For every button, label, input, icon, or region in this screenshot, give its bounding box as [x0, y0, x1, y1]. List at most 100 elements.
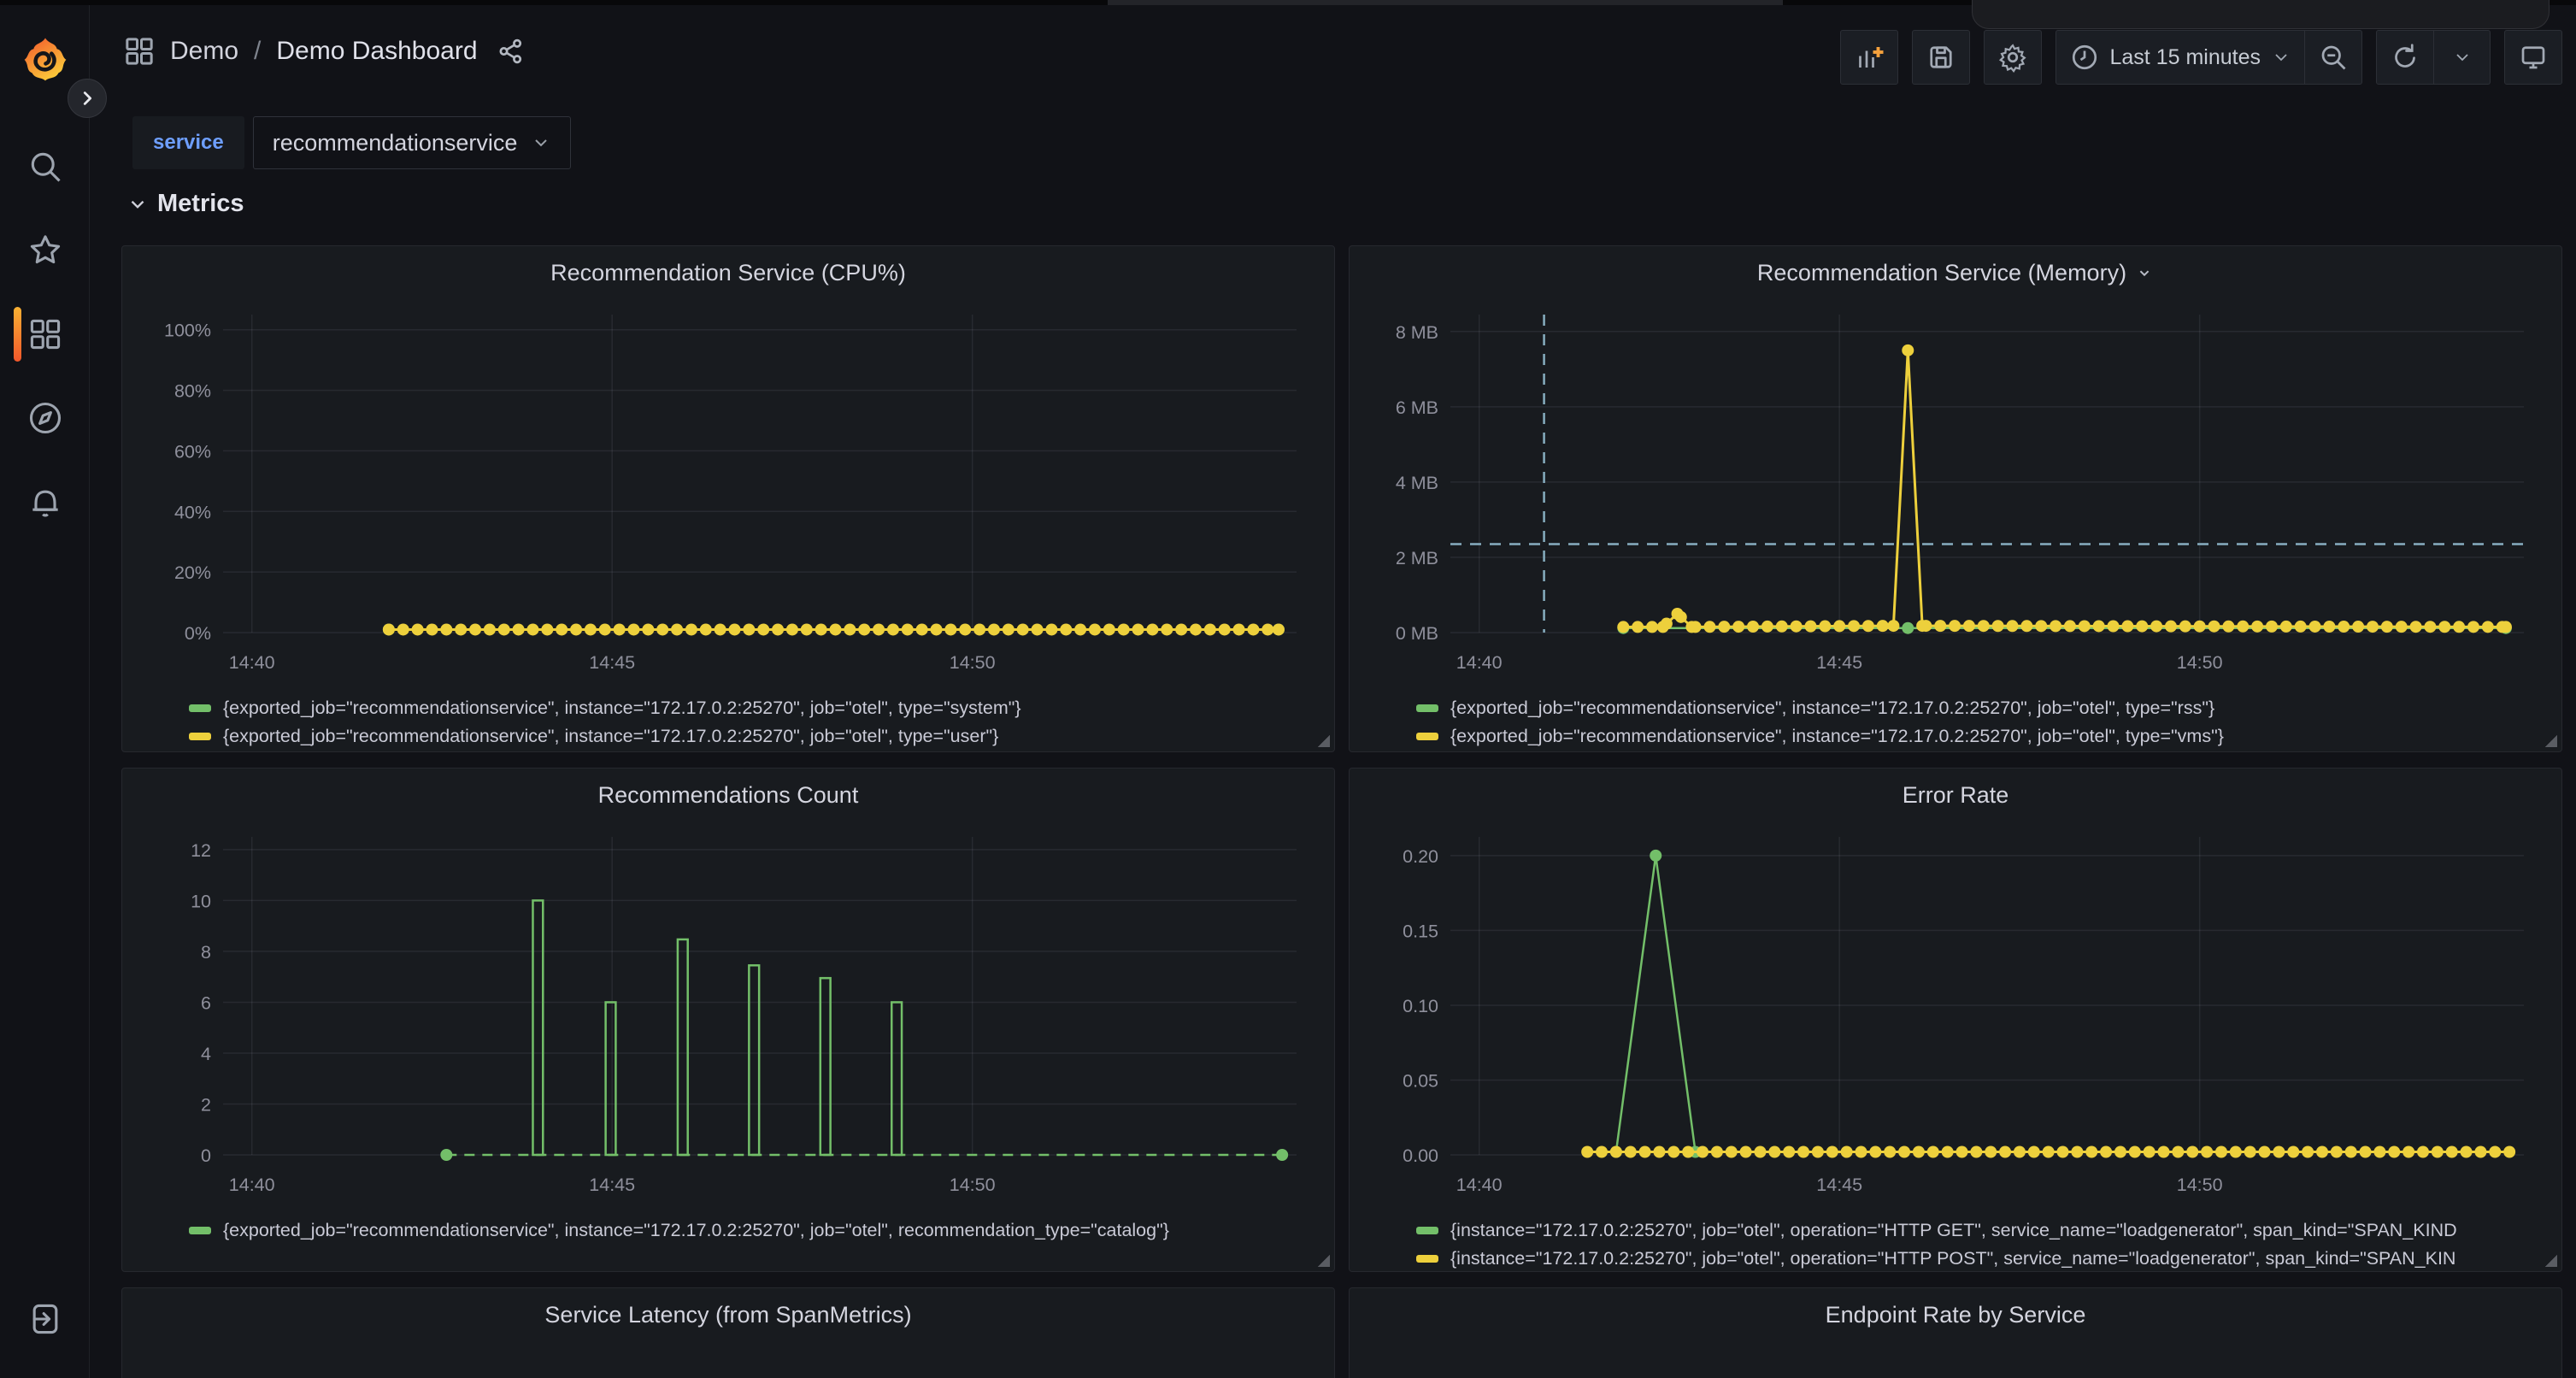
time-range-picker[interactable]: Last 15 minutes [2056, 30, 2306, 85]
svg-text:6: 6 [201, 992, 211, 1013]
svg-text:8 MB: 8 MB [1396, 322, 1438, 343]
svg-text:40%: 40% [174, 502, 211, 522]
svg-text:60%: 60% [174, 441, 211, 462]
panel-title[interactable]: Recommendations Count [122, 768, 1334, 822]
alerting-bell-icon [26, 483, 64, 521]
row-header-metrics[interactable]: Metrics [126, 190, 244, 218]
legend-item[interactable]: {exported_job="recommendationservice", i… [1416, 722, 2548, 751]
svg-text:14:50: 14:50 [950, 652, 996, 673]
dashboards-icon [26, 315, 64, 353]
legend-swatch [189, 1227, 211, 1234]
panel-resize-handle[interactable] [1317, 734, 1330, 747]
svg-text:14:40: 14:40 [1456, 652, 1503, 673]
sidebar-item-search[interactable] [0, 125, 90, 209]
panel-title[interactable]: Endpoint Rate by Service [1350, 1288, 2561, 1341]
legend-item[interactable]: {exported_job="recommendationservice", i… [189, 1216, 1320, 1245]
sidebar-item-alerting[interactable] [0, 460, 90, 544]
save-icon [1926, 42, 1956, 73]
chevron-down-icon [2271, 47, 2291, 68]
legend-swatch [189, 704, 211, 712]
svg-text:20%: 20% [174, 562, 211, 583]
variable-value-dropdown[interactable]: recommendationservice [253, 116, 572, 169]
svg-text:2 MB: 2 MB [1396, 548, 1438, 568]
legend-item[interactable]: {instance="172.17.0.2:25270", job="otel"… [1416, 1245, 2548, 1273]
time-range-label: Last 15 minutes [2110, 45, 2261, 70]
legend-swatch [1416, 1255, 1438, 1263]
chevron-down-icon [126, 193, 149, 215]
svg-text:0: 0 [201, 1145, 211, 1166]
legend-label: {exported_job="recommendationservice", i… [223, 1220, 1169, 1241]
legend-swatch [1416, 1227, 1438, 1234]
panel-resize-handle[interactable] [2544, 734, 2557, 747]
panel-resize-handle[interactable] [1317, 1254, 1330, 1267]
legend-swatch [189, 733, 211, 740]
dashboard-settings-button[interactable] [1984, 30, 2042, 85]
svg-text:14:45: 14:45 [1816, 652, 1862, 673]
expand-sidebar-button[interactable] [68, 79, 107, 118]
zoom-out-icon [2318, 42, 2349, 73]
add-panel-icon [1854, 42, 1885, 73]
panel-resize-handle[interactable] [2544, 1254, 2557, 1267]
sign-in-icon [26, 1300, 64, 1338]
sidebar [0, 5, 90, 1378]
panel-cpu: Recommendation Service (CPU%) 14:4014:45… [121, 245, 1335, 752]
legend-item[interactable]: {instance="172.17.0.2:25270", job="otel"… [1416, 1216, 2548, 1245]
active-indicator [14, 307, 21, 362]
row-title: Metrics [157, 190, 244, 218]
variable-label: service [132, 116, 244, 169]
error-rate-chart[interactable]: 14:4014:4514:500.000.050.100.150.20 [1365, 823, 2546, 1210]
panel-menu-caret-icon [2135, 263, 2154, 282]
svg-text:14:40: 14:40 [1456, 1175, 1503, 1195]
panel-memory: Recommendation Service (Memory) 14:40 14:… [1349, 245, 2562, 752]
legend-label: {exported_job="recommendationservice", i… [1450, 726, 2224, 747]
svg-text:10: 10 [191, 891, 211, 911]
toolbar: Last 15 minutes [1840, 30, 2563, 85]
refresh-button[interactable] [2376, 30, 2434, 85]
sidebar-item-dashboards[interactable] [0, 292, 90, 376]
zoom-out-time-button[interactable] [2305, 30, 2362, 85]
clock-icon [2069, 42, 2100, 73]
panel-endpoint-rate: Endpoint Rate by Service [1349, 1287, 2562, 1378]
legend: {exported_job="recommendationservice", i… [1416, 694, 2548, 751]
memory-chart[interactable]: 14:4014:4514:500 MB2 MB4 MB6 MB8 MB [1365, 301, 2546, 687]
svg-text:8: 8 [201, 942, 211, 963]
legend: {exported_job="recommendationservice", i… [189, 694, 1320, 751]
sidebar-item-sign-in[interactable] [0, 1277, 90, 1361]
save-dashboard-button[interactable] [1912, 30, 1970, 85]
legend-label: {exported_job="recommendationservice", i… [223, 698, 1021, 719]
refresh-interval-dropdown[interactable] [2434, 30, 2491, 85]
time-controls: Last 15 minutes [2056, 30, 2363, 85]
legend-item[interactable]: {exported_job="recommendationservice", i… [1416, 694, 2548, 722]
dashboards-breadcrumb-icon [122, 34, 156, 68]
breadcrumb-page-title: Demo Dashboard [276, 37, 477, 66]
breadcrumb-section[interactable]: Demo [170, 37, 238, 66]
panel-title[interactable]: Service Latency (from SpanMetrics) [122, 1288, 1334, 1341]
variable-value: recommendationservice [273, 130, 518, 156]
sidebar-item-explore[interactable] [0, 376, 90, 460]
legend: {exported_job="recommendationservice", i… [189, 1216, 1320, 1245]
legend-label: {instance="172.17.0.2:25270", job="otel"… [1450, 1220, 2457, 1241]
svg-text:14:50: 14:50 [2177, 1175, 2223, 1195]
svg-text:4: 4 [201, 1044, 211, 1064]
sidebar-item-starred[interactable] [0, 209, 90, 292]
legend-item[interactable]: {exported_job="recommendationservice", i… [189, 722, 1320, 751]
kiosk-mode-button[interactable] [2504, 30, 2562, 85]
gear-icon [1997, 42, 2028, 73]
svg-text:80%: 80% [174, 381, 211, 402]
share-icon[interactable] [497, 37, 526, 66]
refresh-controls [2376, 30, 2491, 85]
legend-swatch [1416, 733, 1438, 740]
grafana-logo-icon[interactable] [21, 34, 70, 84]
panel-title[interactable]: Recommendation Service (CPU%) [122, 246, 1334, 299]
cpu-chart[interactable]: 14:4014:4514:500%20%40%60%80%100% [138, 301, 1319, 687]
add-panel-button[interactable] [1840, 30, 1898, 85]
breadcrumb-separator: / [254, 37, 261, 66]
svg-text:0.05: 0.05 [1403, 1070, 1438, 1091]
svg-text:0.20: 0.20 [1403, 846, 1438, 867]
legend-item[interactable]: {exported_job="recommendationservice", i… [189, 694, 1320, 722]
panel-title[interactable]: Recommendation Service (Memory) [1350, 246, 2561, 299]
recommendations-count-chart[interactable]: 14:4014:4514:50024681012 [138, 823, 1319, 1210]
refresh-icon [2390, 42, 2420, 73]
panel-title[interactable]: Error Rate [1350, 768, 2561, 822]
svg-text:0 MB: 0 MB [1396, 623, 1438, 644]
